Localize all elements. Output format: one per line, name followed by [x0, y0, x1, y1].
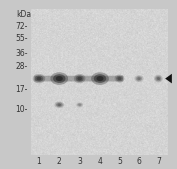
Text: 6: 6 — [136, 157, 141, 166]
Text: 10-: 10- — [15, 104, 27, 114]
Text: 28-: 28- — [15, 62, 27, 71]
Text: 2: 2 — [57, 157, 62, 166]
Text: kDa: kDa — [16, 10, 32, 19]
Text: 55-: 55- — [15, 34, 27, 43]
Text: 5: 5 — [117, 157, 122, 166]
Text: 3: 3 — [77, 157, 82, 166]
Text: 4: 4 — [98, 157, 102, 166]
Text: 1: 1 — [37, 157, 41, 166]
Text: 17-: 17- — [15, 85, 27, 94]
Text: 7: 7 — [156, 157, 161, 166]
Text: 72-: 72- — [15, 22, 27, 31]
Text: 36-: 36- — [15, 49, 27, 58]
